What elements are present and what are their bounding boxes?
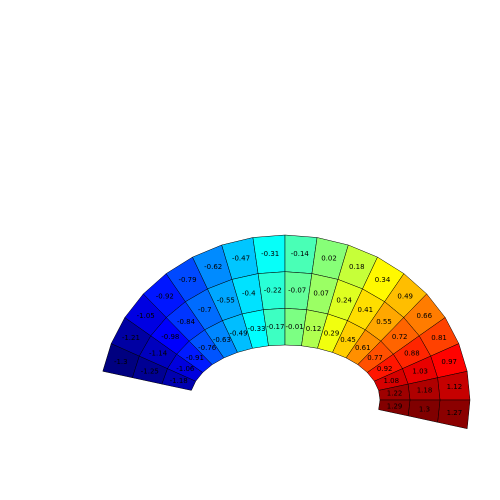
value-label: -1.21 <box>122 334 140 342</box>
value-label: -0.07 <box>288 286 306 294</box>
value-label: 0.55 <box>376 318 392 326</box>
value-label: -0.84 <box>177 318 196 326</box>
value-label: 0.88 <box>404 350 420 358</box>
value-label: -0.63 <box>213 336 231 344</box>
value-label: 0.02 <box>321 254 337 262</box>
value-label: 1.03 <box>412 368 428 376</box>
value-label: 0.24 <box>336 296 352 304</box>
value-label: -0.7 <box>198 306 212 314</box>
value-label: 1.12 <box>447 383 463 391</box>
value-label: 0.72 <box>392 333 408 341</box>
value-label: -0.91 <box>186 354 204 362</box>
value-label: -1.18 <box>170 377 188 385</box>
value-label: 1.08 <box>384 377 400 385</box>
surface-cell <box>378 399 411 417</box>
value-label: -0.01 <box>286 323 304 331</box>
value-label: -1.06 <box>176 365 195 373</box>
value-label: -0.47 <box>232 254 250 262</box>
value-label: -0.22 <box>264 286 282 294</box>
value-label: 0.77 <box>367 354 383 362</box>
value-label: 0.45 <box>340 336 356 344</box>
value-label: -0.55 <box>217 296 235 304</box>
value-label: -1.25 <box>141 368 159 376</box>
value-label: 0.49 <box>397 292 413 300</box>
value-label: -1.14 <box>149 350 168 358</box>
value-label: 0.66 <box>417 312 433 320</box>
value-label: -0.33 <box>247 325 265 333</box>
value-label: 0.41 <box>358 306 374 314</box>
value-label: 0.61 <box>355 344 371 352</box>
value-label: -0.98 <box>161 333 179 341</box>
value-label: 0.81 <box>431 334 447 342</box>
value-label: 0.29 <box>324 330 340 338</box>
value-label: -0.62 <box>204 263 222 271</box>
value-label: 1.27 <box>447 409 463 417</box>
value-label: -0.14 <box>291 250 310 258</box>
value-label: 0.92 <box>377 365 393 373</box>
value-label: 0.12 <box>306 325 322 333</box>
value-label: -0.49 <box>229 330 247 338</box>
value-label: -0.4 <box>242 290 256 298</box>
value-label: -0.79 <box>178 276 196 284</box>
value-label: 0.18 <box>349 263 365 271</box>
value-label: -0.31 <box>261 250 279 258</box>
value-label: -0.17 <box>266 323 284 331</box>
value-label: 0.07 <box>313 290 329 298</box>
value-label: -1.05 <box>137 312 155 320</box>
value-label: 1.3 <box>419 406 430 414</box>
value-label: -0.92 <box>156 292 174 300</box>
value-label: -0.76 <box>198 344 217 352</box>
value-label: 0.34 <box>375 276 391 284</box>
value-label: 1.22 <box>387 390 403 398</box>
value-label: 0.97 <box>441 358 457 366</box>
value-label: 1.29 <box>387 402 403 410</box>
value-label: 1.18 <box>417 386 433 394</box>
value-label: -1.3 <box>114 358 128 366</box>
